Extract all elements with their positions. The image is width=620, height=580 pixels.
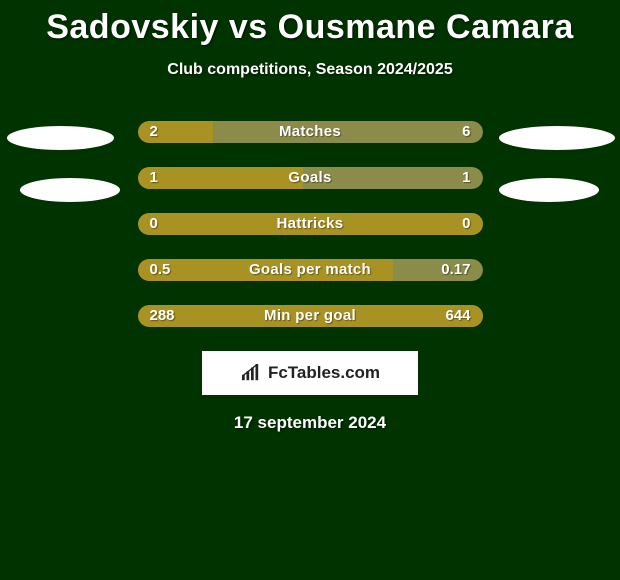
stat-label: Min per goal — [138, 307, 483, 324]
bar-chart-icon — [240, 364, 262, 382]
stat-right-value: 1 — [462, 169, 470, 186]
stat-right-value: 644 — [445, 307, 470, 324]
stat-label: Hattricks — [138, 215, 483, 232]
stat-label: Matches — [138, 123, 483, 140]
stat-label: Goals — [138, 169, 483, 186]
watermark-badge: FcTables.com — [202, 351, 418, 395]
page-subtitle: Club competitions, Season 2024/2025 — [0, 61, 620, 79]
date-label: 17 september 2024 — [0, 413, 620, 433]
stat-row-goals: 1Goals1 — [138, 167, 483, 189]
page-title: Sadovskiy vs Ousmane Camara — [0, 0, 620, 47]
stat-right-value: 0 — [462, 215, 470, 232]
stat-row-matches: 2Matches6 — [138, 121, 483, 143]
comparison-chart: 2Matches6 1Goals1 0Hattricks0 0.5Goals per … — [0, 119, 620, 327]
stat-row-hattricks: 0Hattricks0 — [138, 213, 483, 235]
player-oval-0 — [7, 126, 114, 150]
stat-label: Goals per match — [138, 261, 483, 278]
player-oval-3 — [499, 178, 599, 202]
stat-right-value: 0.17 — [441, 261, 470, 278]
stat-row-goals-per-match: 0.5Goals per match0.17 — [138, 259, 483, 281]
player-oval-1 — [20, 178, 120, 202]
stat-right-value: 6 — [462, 123, 470, 140]
player-oval-2 — [499, 126, 615, 150]
stat-row-min-per-goal: 288Min per goal644 — [138, 305, 483, 327]
watermark-text: FcTables.com — [268, 363, 380, 383]
